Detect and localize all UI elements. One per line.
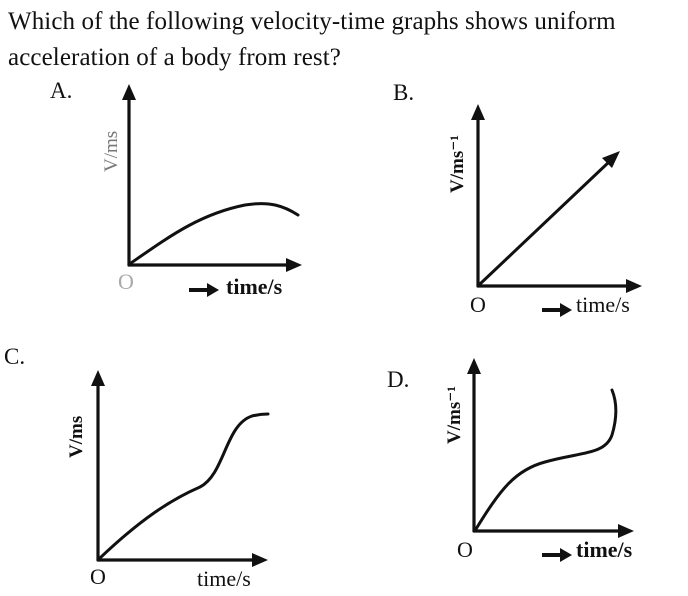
x-axis-arrowhead: [252, 553, 268, 567]
y-axis-arrowhead: [122, 84, 136, 100]
arrow-icon: [542, 303, 572, 317]
x-axis-arrowhead: [286, 258, 302, 272]
x-axis-label: time/s: [226, 274, 283, 299]
velocity-line: [478, 159, 612, 286]
option-label: A.: [50, 78, 73, 103]
arrow-icon: [542, 548, 572, 562]
arrow-icon: [189, 283, 219, 297]
velocity-curve: [98, 412, 270, 560]
x-axis-arrowhead: [626, 279, 642, 293]
x-axis-arrowhead: [618, 524, 634, 538]
x-axis-label: time/s: [576, 537, 633, 562]
option-label: B.: [393, 80, 415, 105]
velocity-curve: [129, 202, 300, 265]
x-axis-label: time/s: [197, 566, 251, 591]
origin-label: O: [118, 269, 134, 294]
origin-label: O: [470, 292, 486, 317]
y-axis-arrowhead: [471, 104, 485, 120]
y-axis-arrowhead: [467, 358, 481, 374]
velocity-curve: [474, 388, 618, 531]
line-arrowhead: [602, 151, 620, 168]
y-axis-label: V/ms⁻¹: [444, 386, 465, 444]
option-label: D.: [387, 367, 410, 392]
origin-label: O: [457, 537, 473, 562]
option-label: C.: [4, 344, 26, 369]
question-text: Which of the following velocity-time gra…: [8, 8, 616, 71]
x-axis-label: time/s: [576, 292, 630, 317]
origin-label: O: [90, 564, 106, 589]
y-axis-arrowhead: [91, 370, 105, 386]
